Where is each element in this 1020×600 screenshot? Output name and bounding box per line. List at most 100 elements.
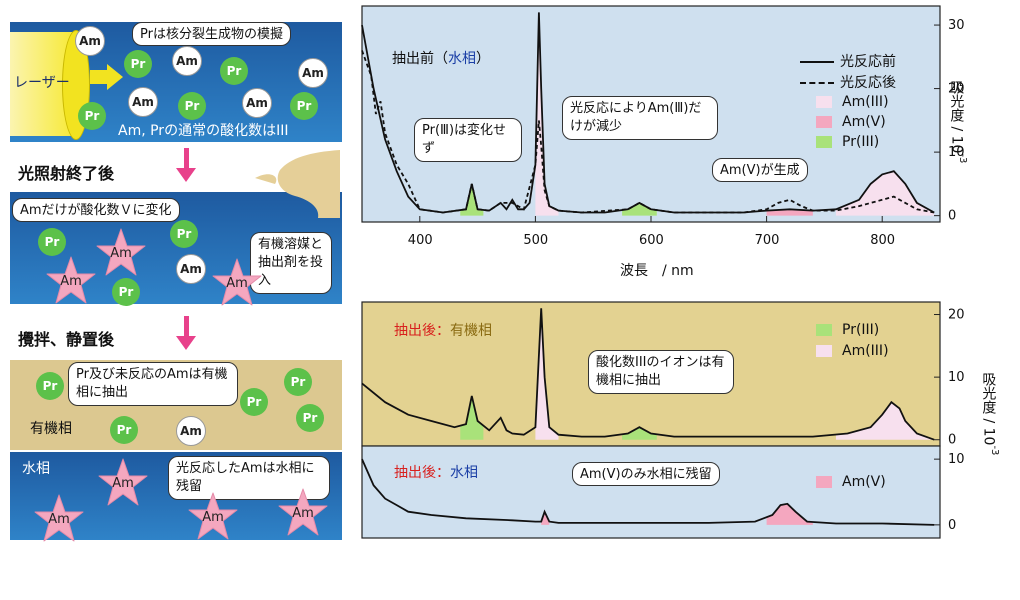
aqueous-note-text: 光反応したAmは水相に残留 [176, 461, 315, 494]
aq-chart-title: 抽出後：水相 [394, 462, 478, 482]
fill-priii [460, 183, 484, 216]
annot-am5-text: Am(V)が生成 [720, 163, 800, 178]
pr-ion: Pr [296, 404, 324, 432]
solvent-pour [255, 150, 340, 218]
pr-ion: Pr [36, 372, 64, 400]
annot-am3-text: 光反応によりAm(Ⅲ)だけが減少 [570, 101, 702, 134]
top-ylabel-text: 吸光度 / 10 [948, 80, 965, 154]
am-star-label: Am [60, 273, 82, 289]
org-legend-am3: Am(III) [816, 343, 889, 359]
top-chart-title: 抽出前（水相） [392, 48, 490, 68]
top-xlabel: 波長 / nm [620, 263, 694, 279]
organic-phase-label: 有機相 [30, 421, 72, 437]
x-tick-label: 400 [408, 233, 433, 248]
legend-before-label: 光反応前 [840, 54, 896, 70]
fill-priii [460, 395, 484, 440]
x-tick-label: 500 [523, 233, 548, 248]
aq-title-prefix: 抽出後： [394, 465, 450, 481]
legend-after: 光反応後 [800, 72, 896, 92]
org-legend-swatch-pr3 [816, 324, 832, 336]
y-tick-label: 30 [948, 18, 965, 33]
am-star-label: Am [48, 511, 70, 527]
legend-before: 光反応前 [800, 51, 896, 71]
legend-solid-line [800, 61, 834, 63]
am-ion: Am [128, 87, 158, 117]
series-line [361, 458, 935, 526]
y-tick-label: 10 [948, 452, 965, 467]
am-star: Am [210, 256, 264, 310]
pr-ion: Pr [38, 228, 66, 256]
annot-pr-unchanged: Pr(Ⅲ)は変化せず [414, 118, 522, 162]
step1-note: Prは核分裂生成物の模擬 [132, 22, 291, 46]
pr-ion: Pr [220, 57, 248, 85]
am-star-label: Am [226, 275, 248, 291]
org-title-phase: 有機相 [450, 323, 492, 339]
step1-caption: Am, Prの通常の酸化数はIII [118, 123, 289, 139]
am-star-label: Am [292, 505, 314, 521]
org-legend-am3-label: Am(III) [842, 343, 889, 359]
legend-swatch-pr3 [816, 136, 832, 148]
step3-arrow [184, 316, 189, 338]
pr-ion: Pr [112, 278, 140, 306]
y-tick-label: 0 [948, 518, 956, 533]
step3-heading: 攪拌、静置後 [18, 330, 115, 349]
fill-amv [766, 209, 813, 216]
series-line-dashed [361, 50, 935, 214]
fill-priii [622, 202, 657, 216]
fill-amiii [535, 12, 559, 216]
pr-ion: Pr [178, 92, 206, 120]
y-tick-label: 0 [948, 433, 956, 448]
pr-ion: Pr [284, 368, 312, 396]
x-tick-label: 800 [870, 233, 895, 248]
y-tick-label: 0 [948, 209, 956, 224]
y-tick-label: 20 [948, 308, 965, 323]
laser-label: レーザー [14, 75, 70, 91]
top-title-phase: 水相 [448, 51, 476, 67]
am-star: Am [96, 456, 150, 510]
step2-note: Amだけが酸化数Ｖに変化 [12, 198, 180, 222]
am-star: Am [186, 490, 240, 544]
laser-arrow [90, 70, 108, 84]
am-ion: Am [176, 416, 206, 446]
legend-am3: Am(III) [816, 94, 889, 110]
am-star-label: Am [112, 475, 134, 491]
org-legend-pr3: Pr(III) [816, 322, 879, 338]
aqueous-phase-label: 水相 [22, 461, 50, 477]
pr-ion: Pr [110, 416, 138, 444]
pr-ion: Pr [240, 388, 268, 416]
top-title-prefix: 抽出前（ [392, 51, 448, 67]
x-tick-label: 600 [639, 233, 664, 248]
series-line [361, 308, 935, 441]
legend-after-label: 光反応後 [840, 75, 896, 91]
step2-arrow-head [176, 168, 196, 182]
y-tick-label: 10 [948, 145, 965, 160]
aq-title-phase: 水相 [450, 465, 478, 481]
bottom-ylabel-exp: -3 [989, 445, 1000, 456]
pr-ion: Pr [124, 50, 152, 78]
org-legend-swatch-am3 [816, 345, 832, 357]
laser-arrow-head [107, 64, 123, 90]
am-ion: Am [298, 58, 328, 88]
legend-am3-label: Am(III) [842, 94, 889, 110]
y-tick-label: 10 [948, 370, 965, 385]
pr-ion: Pr [78, 102, 106, 130]
top-title-suffix: ） [476, 51, 490, 67]
aq-legend-am5-label: Am(V) [842, 474, 886, 490]
y-tick-label: 20 [948, 82, 965, 97]
solvent-note: 有機溶媒と抽出剤を投入 [250, 232, 332, 294]
am-ion: Am [176, 254, 206, 284]
step2-heading: 光照射終了後 [18, 164, 115, 183]
legend-am5: Am(V) [816, 114, 886, 130]
annot-am5-formed: Am(V)が生成 [712, 158, 808, 182]
am-star: Am [44, 254, 98, 308]
annot-pr-text: Pr(Ⅲ)は変化せず [422, 123, 507, 156]
solvent-note-text: 有機溶媒と抽出剤を投入 [258, 237, 324, 288]
x-tick-label: 700 [755, 233, 780, 248]
legend-swatch-am5 [816, 116, 832, 128]
annot-am3-decrease: 光反応によりAm(Ⅲ)だけが減少 [562, 96, 718, 140]
org-chart-title: 抽出後：有機相 [394, 320, 492, 340]
legend-am5-label: Am(V) [842, 114, 886, 130]
legend-pr3: Pr(III) [816, 134, 879, 150]
fill-amiii [835, 171, 935, 216]
fill-amiii [535, 308, 559, 440]
